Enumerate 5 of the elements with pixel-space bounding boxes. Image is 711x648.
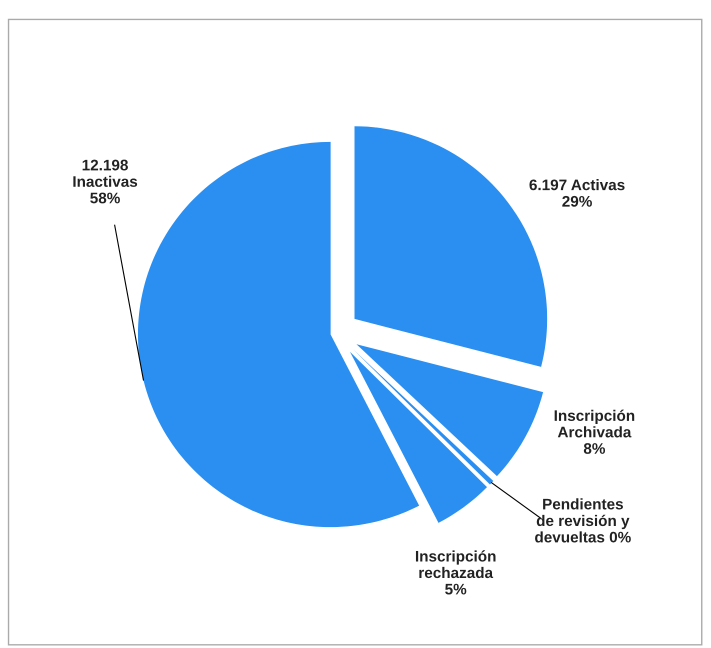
slice-label: 12.198 Inactivas 58% — [73, 160, 138, 204]
slice-label: Pendientes de revisión y devueltas 0% — [535, 498, 631, 543]
slice-label: 6.197 Activas 29% — [529, 179, 625, 207]
slice-label: Inscripción Archivada 8% — [554, 410, 634, 454]
slice-label: Inscripción rechazada 5% — [416, 550, 496, 595]
